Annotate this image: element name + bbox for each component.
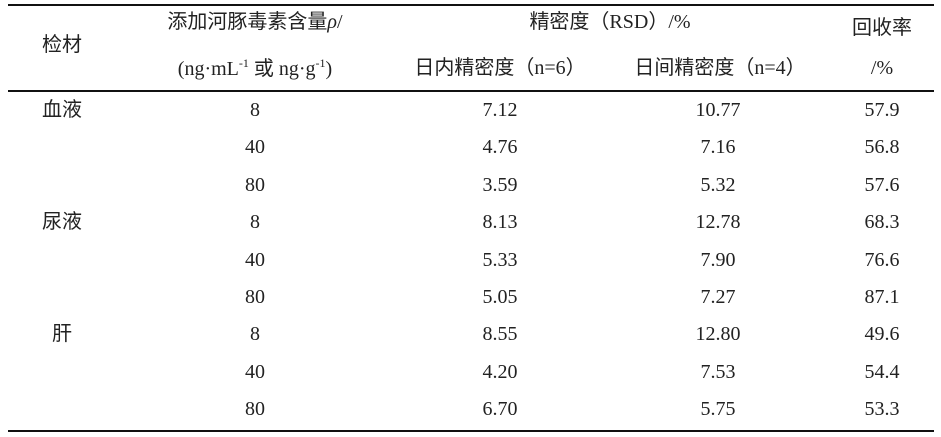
unit-text: 或 ng·g <box>248 58 316 80</box>
table-cell: 57.6 <box>864 173 900 196</box>
header-symbol: ρ <box>327 11 338 33</box>
header-text: / <box>337 11 343 33</box>
table-cell: 血液 <box>42 99 82 121</box>
table-cell: 80 <box>245 286 265 308</box>
table-cell: 80 <box>245 398 265 421</box>
header-text: 添加河豚毒素含量 <box>167 11 328 33</box>
header-cell: 检材 <box>42 34 82 56</box>
top-rule <box>8 4 934 6</box>
table-cell: 7.53 <box>700 360 736 383</box>
table-cell: 76.6 <box>864 248 900 271</box>
table-cell: 56.8 <box>864 136 900 159</box>
header-cell: 日内精密度（n=6） <box>414 57 586 79</box>
header-cell: 添加河豚毒素含量ρ/ <box>167 12 342 32</box>
table-cell: 40 <box>245 360 265 383</box>
table-cell: 7.27 <box>700 286 736 308</box>
header-cell: (ng·mL-1 或 ng·g-1) <box>178 57 332 79</box>
table-cell: 87.1 <box>864 286 900 308</box>
table-cell: 40 <box>245 136 265 159</box>
table-cell: 5.75 <box>700 398 736 421</box>
table-cell: 8 <box>250 99 260 121</box>
table-cell: 8.13 <box>482 211 518 234</box>
unit-text: ) <box>325 58 333 80</box>
table-cell: 53.3 <box>864 398 900 421</box>
table-cell: 4.20 <box>482 360 518 383</box>
header-rule <box>8 90 934 92</box>
table-cell: 8 <box>250 323 260 346</box>
table-cell: 80 <box>245 173 265 196</box>
bottom-rule <box>8 430 934 432</box>
table-cell: 5.05 <box>482 286 518 308</box>
table-cell: 肝 <box>52 323 72 346</box>
table-cell: 12.80 <box>695 323 741 346</box>
table-cell: 5.33 <box>482 248 518 271</box>
table-cell: 尿液 <box>42 211 82 234</box>
table-cell: 7.90 <box>700 248 736 271</box>
table-cell: 54.4 <box>864 360 900 383</box>
header-cell: 回收率 <box>852 17 912 39</box>
table-cell: 7.12 <box>482 99 518 121</box>
unit-sup: -1 <box>238 56 249 70</box>
table-cell: 5.32 <box>700 173 736 196</box>
table-cell: 4.76 <box>482 136 518 159</box>
table-cell: 57.9 <box>864 99 900 121</box>
header-cell: 日间精密度（n=4） <box>634 57 806 79</box>
table-cell: 10.77 <box>695 99 741 121</box>
header-cell: 精密度（RSD）/% <box>529 11 691 33</box>
table-cell: 12.78 <box>695 211 741 234</box>
table-cell: 8 <box>250 211 260 234</box>
table-cell: 8.55 <box>482 323 518 346</box>
unit-sup: -1 <box>315 56 326 70</box>
table-cell: 40 <box>245 248 265 271</box>
unit-text: (ng·mL <box>177 58 239 80</box>
header-cell: /% <box>870 57 894 79</box>
table-cell: 6.70 <box>482 398 518 421</box>
table-cell: 7.16 <box>700 136 736 159</box>
table-cell: 49.6 <box>864 323 900 346</box>
table-cell: 68.3 <box>864 211 900 234</box>
table-cell: 3.59 <box>482 173 518 196</box>
